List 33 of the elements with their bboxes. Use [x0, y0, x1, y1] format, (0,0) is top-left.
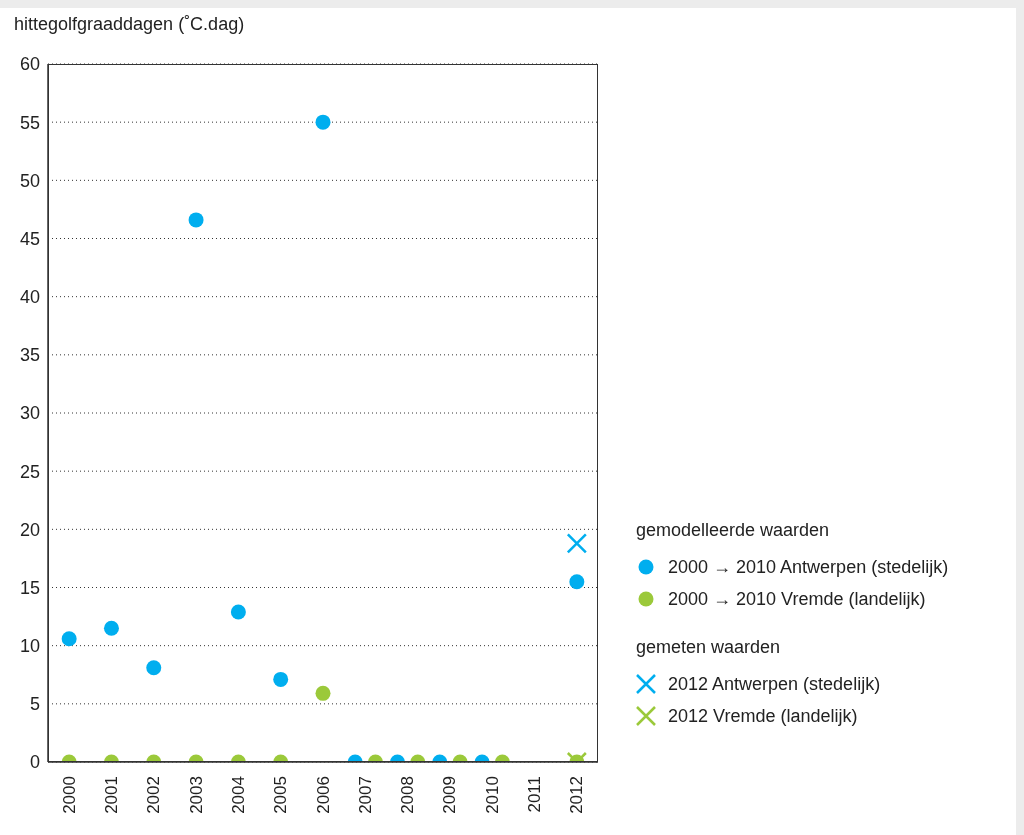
y-tick-label: 10	[19, 636, 40, 657]
legend-label: 2000 → 2010 Antwerpen (stedelijk)	[668, 556, 949, 578]
y-tick-label: 5	[29, 694, 40, 715]
legend-label: 2012 Vremde (landelijk)	[668, 705, 858, 727]
legend-label: 2000 → 2010 Vremde (landelijk)	[668, 588, 926, 610]
x-tick-label: 2000	[59, 776, 79, 814]
text: gemeten waarden	[636, 637, 782, 658]
y-tick-label: 40	[19, 287, 40, 308]
x-tick-label: 2004	[228, 776, 248, 814]
y-tick-label: 15	[19, 577, 40, 598]
x-tick-label: 2003	[186, 776, 206, 814]
x-tick-label: 2005	[271, 776, 291, 814]
y-tick-label: 55	[19, 112, 40, 133]
x-tick-label: 2011	[525, 776, 545, 813]
y-tick-label: 25	[19, 461, 40, 482]
y-tick-label: 30	[19, 403, 40, 424]
y-tick-label: 35	[19, 345, 40, 366]
y-tick-label: 0	[29, 752, 40, 773]
y-tick-label: 50	[19, 170, 40, 191]
x-tick-label: 2001	[101, 776, 121, 814]
y-tick-label: 45	[19, 228, 40, 249]
legend-label: 2012 Antwerpen (stedelijk)	[668, 673, 881, 695]
x-tick-label: 2010	[482, 776, 502, 814]
x-tick-label: 2006	[313, 776, 333, 814]
x-tick-label: 2009	[440, 776, 460, 814]
x-tick-label: 2007	[355, 776, 375, 814]
text: gemodelleerde waarden	[636, 520, 831, 541]
x-tick-label: 2012	[567, 776, 587, 814]
x-tick-label: 2008	[398, 776, 418, 814]
y-tick-label: 20	[19, 519, 40, 540]
x-tick-label: 2002	[144, 776, 164, 814]
y-tick-label: 60	[19, 54, 40, 75]
y-axis-title: hittegolfgraaddagen (˚C.dag)	[14, 14, 245, 35]
